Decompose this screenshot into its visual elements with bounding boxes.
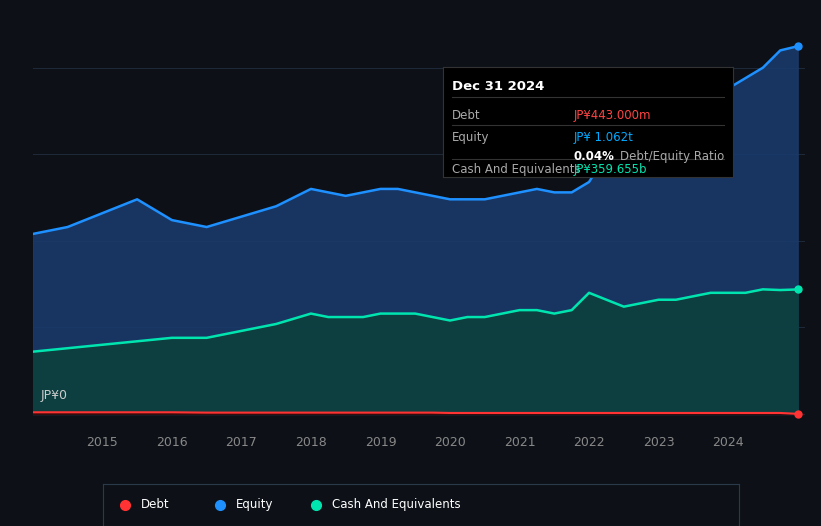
Text: Equity: Equity [452, 130, 489, 144]
Text: Dec 31 2024: Dec 31 2024 [452, 80, 544, 93]
Text: JP¥359.655b: JP¥359.655b [573, 164, 647, 176]
Text: 0.04%: 0.04% [573, 150, 614, 163]
Text: Debt: Debt [141, 499, 169, 511]
Text: JP¥ 1.062t: JP¥ 1.062t [573, 130, 633, 144]
Text: Cash And Equivalents: Cash And Equivalents [452, 164, 580, 176]
Text: Debt/Equity Ratio: Debt/Equity Ratio [620, 150, 724, 163]
Text: JP¥443.000m: JP¥443.000m [573, 109, 651, 122]
Text: JP¥0: JP¥0 [40, 389, 67, 402]
Text: Cash And Equivalents: Cash And Equivalents [332, 499, 461, 511]
Text: Debt: Debt [452, 109, 480, 122]
Text: Equity: Equity [236, 499, 273, 511]
